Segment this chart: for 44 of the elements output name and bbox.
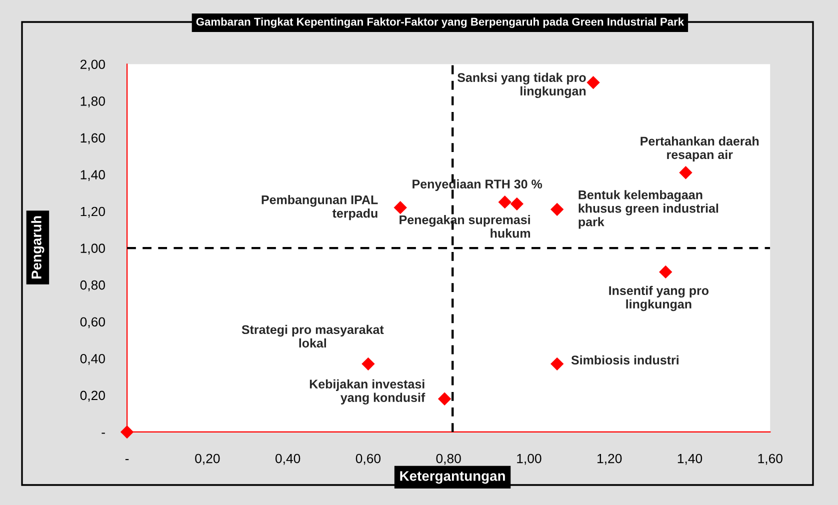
- annotation: Simbiosis industri: [571, 355, 678, 365]
- x-tick-label: 0,20: [195, 454, 220, 465]
- x-tick-label: 1,40: [678, 454, 702, 465]
- annotation: Bentuk kelembagaan khusus green industrial park: [578, 190, 718, 229]
- annotation: Insentif yang pro lingkungan: [609, 286, 709, 312]
- point: [659, 265, 672, 279]
- annotation: Strategi pro masyarakat lokal: [242, 324, 384, 348]
- x-tick-label: 0,60: [356, 454, 381, 465]
- y-axis-title: Pengaruh: [31, 216, 44, 279]
- x-tick-label: 1,60: [758, 454, 782, 465]
- y-tick-label: 1,60: [80, 133, 105, 144]
- y-tick-label: 0,20: [80, 390, 105, 402]
- point: [586, 76, 600, 90]
- y-tick-label: 1,20: [80, 206, 105, 218]
- x-tick-label: 1,20: [598, 454, 622, 465]
- y-tick-label: 1,00: [80, 244, 105, 255]
- y-tick-label: 0,60: [80, 317, 105, 328]
- annotation: Pertahankan daerah resapan air: [640, 136, 759, 162]
- point: [510, 197, 524, 211]
- x-tick-label: 1,00: [517, 454, 542, 465]
- point: [498, 195, 512, 209]
- annotation: Penegakan supremasi hukum: [400, 215, 530, 238]
- x-tick-label: -: [125, 459, 129, 460]
- y-tick-label: 0,40: [80, 354, 105, 365]
- annotation: Pembangunan IPAL terpadu: [262, 195, 378, 220]
- chart-title: Gambaran Tingkat Kepentingan Faktor-Faktor yang Berpengaruh pada Green Industrial Park: [196, 18, 684, 28]
- point: [120, 425, 134, 439]
- y-tick-label: 0,80: [80, 280, 105, 292]
- x-tick-label: 0,80: [436, 454, 461, 465]
- annotation: Penyediaan RTH 30 %: [412, 179, 542, 191]
- y-tick-label: 2,00: [80, 60, 105, 71]
- point: [550, 202, 564, 216]
- annotation: Sanksi yang tidak pro lingkungan: [457, 72, 586, 98]
- point: [362, 357, 375, 371]
- point: [394, 201, 407, 214]
- point: [679, 166, 692, 180]
- x-axis-title: Ketergantungan: [400, 471, 505, 484]
- x-tick-label: 0,40: [275, 454, 300, 465]
- annotation: Kebijakan investasi yang kondusif: [310, 379, 426, 405]
- y-tick-label: -: [102, 432, 105, 434]
- y-tick-label: 1,80: [80, 96, 105, 108]
- point: [550, 357, 564, 371]
- y-tick-label: 1,40: [80, 170, 105, 181]
- point: [438, 392, 452, 406]
